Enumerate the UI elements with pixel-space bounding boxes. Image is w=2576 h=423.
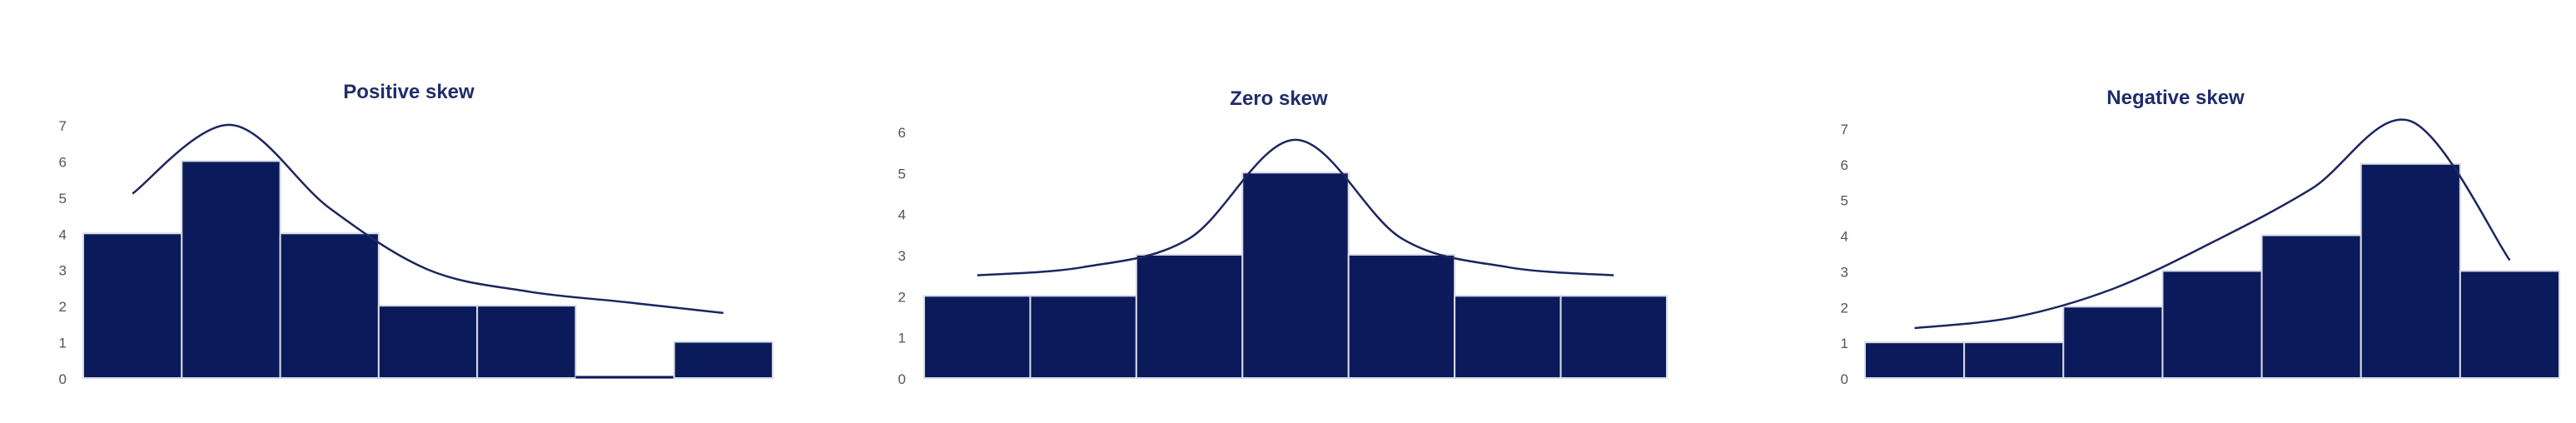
zero-skew-chart: Zero skew 0 1 2 3 4 5 6 [898,87,1667,387]
y-tick-label: 1 [898,331,906,346]
histogram-bar [477,306,575,378]
y-tick-label: 0 [898,371,906,387]
chart-title: Negative skew [2106,87,2245,109]
y-tick-label: 5 [59,191,67,207]
histogram-bar [1349,255,1455,378]
y-tick-label: 3 [898,248,906,264]
y-tick-label: 3 [59,263,67,279]
histogram-bar [924,296,1030,378]
histogram-bar [1561,296,1667,378]
histogram-bar [2460,271,2559,378]
histogram-bar [1030,296,1136,378]
y-tick-label: 3 [1841,264,1848,280]
y-tick-label: 4 [59,226,67,242]
y-tick-label: 4 [898,207,906,223]
chart-title: Zero skew [1230,87,1328,110]
histogram-bar [2063,306,2162,378]
histogram-bar [674,342,773,378]
y-tick-label: 5 [898,166,906,182]
histogram-bar [2361,164,2460,378]
y-tick-label: 4 [1841,229,1848,245]
negative-skew-chart: Negative skew 0 1 2 3 4 5 6 7 [1841,87,2559,387]
y-tick-label: 1 [1841,336,1848,351]
histogram-bar [83,233,182,378]
y-tick-label: 5 [1841,193,1848,209]
y-tick-label: 2 [1841,300,1848,316]
y-tick-label: 1 [59,336,67,351]
histogram-bar [1964,342,2063,378]
y-tick-label: 2 [59,299,67,315]
histogram-bar [379,306,477,378]
y-tick-label: 0 [59,371,67,387]
y-tick-label: 0 [1841,371,1848,387]
chart-title: Positive skew [343,81,475,103]
histogram-bar [1865,342,1964,378]
histogram-bar [2262,236,2361,378]
y-tick-label: 6 [1841,157,1848,173]
positive-skew-chart: Positive skew 0 1 2 3 4 5 6 7 [59,81,773,387]
histogram-bar [281,233,379,378]
y-tick-label: 6 [898,125,906,141]
y-tick-label: 6 [59,154,67,170]
y-tick-label: 7 [59,118,67,134]
y-tick-label: 2 [898,289,906,305]
histogram-bar [1242,172,1348,378]
histogram-bar [1455,296,1560,378]
histogram-bar [2162,271,2261,378]
histogram-bar [1136,255,1242,378]
y-tick-label: 7 [1841,122,1848,137]
histogram-bar [182,161,280,378]
